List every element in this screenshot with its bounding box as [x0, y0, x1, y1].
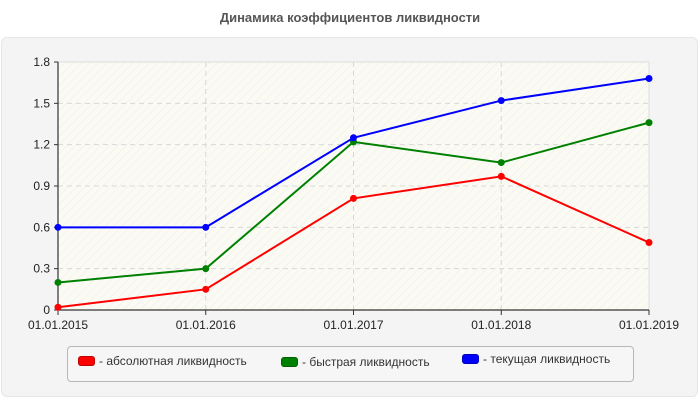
axes: 0 0.3 0.6 0.9 1.2 1.5 1.8 01.01.2015 01.01.2016 0…: [28, 55, 679, 332]
legend-item-absolute[interactable]: - абсолютная ликвидность: [78, 354, 247, 368]
data-point[interactable]: [54, 303, 62, 311]
x-tick-label: 01.01.2019: [619, 318, 679, 332]
legend: - абсолютная ликвидность - быстрая ликви…: [67, 346, 634, 382]
legend-label: - абсолютная ликвидность: [99, 354, 247, 368]
data-point[interactable]: [497, 159, 505, 167]
data-point[interactable]: [202, 223, 210, 231]
y-tick-label: 1.2: [33, 138, 50, 152]
legend-swatch-red: [78, 356, 95, 366]
data-point[interactable]: [350, 194, 357, 202]
legend-item-quick[interactable]: - быстрая ликвидность: [281, 355, 430, 369]
data-point[interactable]: [497, 172, 505, 180]
data-point[interactable]: [350, 134, 357, 142]
data-point[interactable]: [54, 278, 62, 286]
y-tick-label: 0.9: [33, 179, 50, 193]
data-point[interactable]: [202, 265, 210, 273]
legend-label: - текущая ликвидность: [483, 352, 611, 366]
x-tick-label: 01.01.2017: [323, 318, 383, 332]
legend-item-current[interactable]: - текущая ликвидность: [462, 352, 610, 366]
x-tick-label: 01.01.2016: [176, 318, 236, 332]
data-point[interactable]: [645, 119, 653, 127]
y-tick-label: 1.8: [33, 55, 50, 69]
data-point[interactable]: [497, 97, 505, 105]
y-tick-label: 0: [43, 303, 50, 317]
data-point[interactable]: [645, 238, 653, 246]
data-point[interactable]: [202, 285, 210, 293]
legend-label: - быстрая ликвидность: [302, 355, 430, 369]
x-tick-label: 01.01.2018: [471, 318, 531, 332]
chart-title: Динамика коэффициентов ликвидности: [219, 10, 481, 25]
y-tick-label: 0.6: [33, 220, 50, 234]
data-point[interactable]: [645, 75, 653, 83]
legend-swatch-green: [281, 357, 298, 367]
plot-area: [57, 61, 650, 311]
series-lines: [54, 75, 653, 311]
legend-swatch-blue: [462, 354, 479, 364]
y-tick-label: 1.5: [33, 96, 50, 110]
y-tick-label: 0.3: [33, 262, 50, 276]
x-tick-label: 01.01.2015: [28, 318, 88, 332]
data-point[interactable]: [54, 223, 62, 231]
